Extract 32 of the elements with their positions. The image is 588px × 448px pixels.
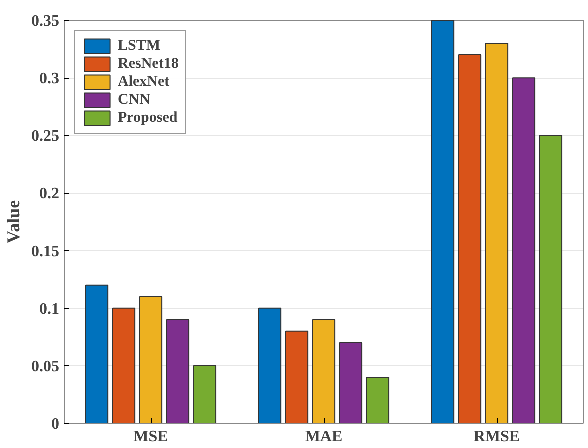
y-tick-label: 0.25: [32, 128, 60, 146]
bar: [458, 54, 482, 424]
bar: [166, 319, 190, 424]
x-tick-label: RMSE: [474, 428, 520, 446]
bar: [485, 43, 509, 424]
y-tick-label: 0.05: [32, 358, 60, 376]
legend-label: Proposed: [118, 109, 178, 127]
bar: [339, 342, 363, 424]
y-tick-label: 0.35: [32, 13, 60, 30]
bar: [285, 330, 309, 424]
bar: [512, 78, 536, 424]
legend-label: CNN: [118, 91, 150, 109]
legend-label: LSTM: [118, 37, 161, 55]
bar: [258, 308, 282, 424]
bar: [312, 319, 336, 424]
y-axis-title: Value: [4, 200, 24, 244]
bar: [193, 365, 217, 424]
bar: [139, 296, 163, 424]
bar: [539, 135, 563, 424]
y-tick-label: 0.2: [40, 186, 60, 203]
y-tick-label: 0.15: [32, 243, 60, 260]
legend-label: AlexNet: [118, 73, 170, 91]
bar: [112, 308, 136, 424]
legend-label: ResNet18: [118, 55, 179, 73]
bar: [431, 20, 455, 424]
bar: [366, 376, 390, 424]
y-tick-label: 0.3: [40, 70, 60, 88]
x-tick-label: MAE: [305, 428, 343, 446]
y-tick-label: 0.1: [40, 300, 60, 318]
x-tick-label: MSE: [134, 428, 168, 446]
y-tick-label: 0: [52, 416, 60, 433]
bar: [85, 284, 109, 424]
